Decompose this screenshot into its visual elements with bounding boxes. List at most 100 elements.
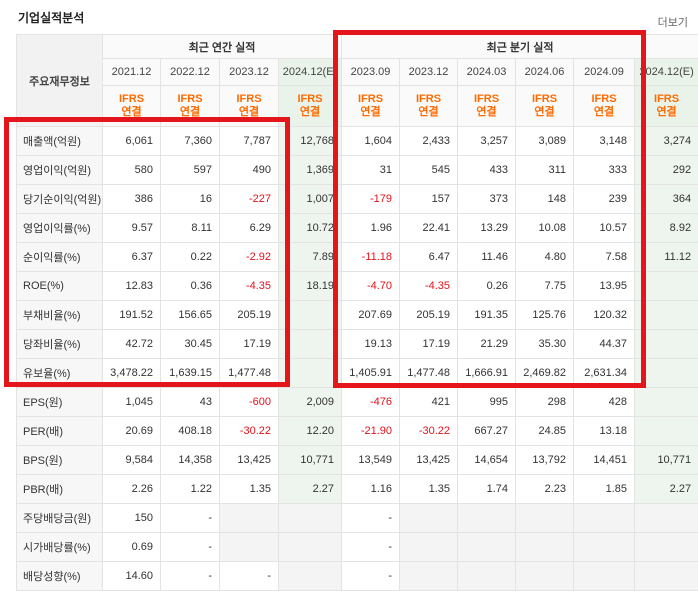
annual-group-header: 최근 연간 실적	[101, 34, 343, 59]
table-cell: 7,360	[160, 126, 220, 156]
table-cell	[634, 329, 698, 359]
table-cell: 3,478.22	[102, 358, 161, 388]
table-cell	[573, 532, 636, 562]
table-cell: -179	[341, 184, 401, 214]
quarter-group-header: 최근 분기 실적	[341, 34, 698, 59]
accounting-standard-header: IFRS 연결	[457, 85, 517, 127]
table-cell: 2.27	[277, 474, 343, 504]
table-cell: 7,787	[219, 126, 279, 156]
table-cell: 20.69	[102, 416, 161, 446]
table-cell: 239	[573, 184, 636, 214]
accounting-standard-header: IFRS 연결	[515, 85, 575, 127]
table-cell: 10,771	[634, 445, 698, 475]
table-body: 매출액(억원) 6,061 7,360 7,787 12,768 1,604 2,433 3,…	[16, 126, 698, 591]
table-cell: 373	[457, 184, 517, 214]
table-cell: 597	[160, 155, 220, 185]
table-cell: 1.35	[399, 474, 459, 504]
table-cell: 1.74	[457, 474, 517, 504]
table-cell: -	[160, 561, 220, 591]
table-cell: 12.83	[102, 271, 161, 301]
table-cell: 667.27	[457, 416, 517, 446]
table-cell	[573, 561, 636, 591]
standard-top-label: IFRS	[474, 93, 500, 105]
table-cell: 31	[341, 155, 401, 185]
table-cell	[219, 503, 279, 533]
row-label: EPS(원)	[16, 387, 103, 417]
table-cell	[634, 271, 698, 301]
table-row: EPS(원) 1,045 43 -600 2,009 -476 421 995 298 428	[16, 387, 698, 417]
row-label: 당좌비율(%)	[16, 329, 103, 359]
table-cell	[634, 300, 698, 330]
standard-bottom-label: 연결	[238, 106, 260, 118]
table-cell: 9.57	[102, 213, 161, 243]
table-cell: -	[219, 561, 279, 591]
table-cell: 10.08	[515, 213, 575, 243]
row-label: 순이익률(%)	[16, 242, 103, 272]
table-cell	[277, 300, 343, 330]
table-cell: -11.18	[341, 242, 401, 272]
row-label: 매출액(억원)	[16, 126, 103, 156]
table-cell: 10.57	[573, 213, 636, 243]
table-cell: 17.19	[219, 329, 279, 359]
table-cell: 2,009	[277, 387, 343, 417]
table-cell: 3,257	[457, 126, 517, 156]
row-label: 배당성향(%)	[16, 561, 103, 591]
table-cell: -4.35	[219, 271, 279, 301]
accounting-standard-header: IFRS 연결	[277, 85, 343, 127]
table-cell: 333	[573, 155, 636, 185]
standard-bottom-label: 연결	[418, 106, 439, 118]
table-cell	[634, 561, 698, 591]
table-cell	[634, 532, 698, 562]
table-cell: 12.20	[277, 416, 343, 446]
table-row: 영업이익률(%) 9.57 8.11 6.29 10.72 1.96 22.41 13.29 1…	[16, 213, 698, 243]
table-cell: 148	[515, 184, 575, 214]
table-cell: 1,477.48	[399, 358, 459, 388]
section-header: 기업실적분석 더보기	[0, 0, 698, 34]
table-row: 당좌비율(%) 42.72 30.45 17.19 19.13 17.19 21.29 35.…	[16, 329, 698, 359]
table-cell	[277, 329, 343, 359]
table-cell: 30.45	[160, 329, 220, 359]
table-cell: 0.26	[457, 271, 517, 301]
table-cell: 0.22	[160, 242, 220, 272]
table-cell: 14.60	[102, 561, 161, 591]
label-column-header: 주요재무정보	[16, 34, 103, 127]
row-label: PBR(배)	[16, 474, 103, 504]
table-cell	[219, 532, 279, 562]
table-cell: 43	[160, 387, 220, 417]
accounting-standard-header: IFRS 연결	[573, 85, 636, 127]
period-header: 2024.03	[457, 58, 517, 86]
table-cell: 433	[457, 155, 517, 185]
accounting-standard-header: IFRS 연결	[399, 85, 459, 127]
table-cell: 8.92	[634, 213, 698, 243]
table-cell	[634, 416, 698, 446]
table-cell: 386	[102, 184, 161, 214]
row-label: PER(배)	[16, 416, 103, 446]
table-cell: 580	[102, 155, 161, 185]
table-cell: 6.37	[102, 242, 161, 272]
table-cell: 1,477.48	[219, 358, 279, 388]
standard-bottom-label: 연결	[656, 106, 677, 118]
table-cell: -30.22	[399, 416, 459, 446]
table-cell: 9,584	[102, 445, 161, 475]
table-cell: 7.58	[573, 242, 636, 272]
table-cell: 408.18	[160, 416, 220, 446]
table-cell: 1,639.15	[160, 358, 220, 388]
table-cell	[634, 503, 698, 533]
table-cell: 191.35	[457, 300, 517, 330]
table-cell: 2,469.82	[515, 358, 575, 388]
more-link[interactable]: 더보기	[657, 17, 688, 29]
standard-top-label: IFRS	[358, 93, 384, 105]
table-cell: -30.22	[219, 416, 279, 446]
table-cell: 12,768	[277, 126, 343, 156]
standard-top-label: IFRS	[177, 93, 203, 105]
table-row: PBR(배) 2.26 1.22 1.35 2.27 1.16 1.35 1.74 2.23 1.…	[16, 474, 698, 504]
table-cell: 6.47	[399, 242, 459, 272]
table-cell: 298	[515, 387, 575, 417]
table-cell: 428	[573, 387, 636, 417]
table-row: 매출액(억원) 6,061 7,360 7,787 12,768 1,604 2,433 3,…	[16, 126, 698, 156]
table-cell: 490	[219, 155, 279, 185]
table-cell: 292	[634, 155, 698, 185]
table-row: 당기순이익(억원) 386 16 -227 1,007 -179 157 373 148 239 3…	[16, 184, 698, 214]
standard-top-label: IFRS	[297, 93, 323, 105]
table-cell: -	[160, 503, 220, 533]
